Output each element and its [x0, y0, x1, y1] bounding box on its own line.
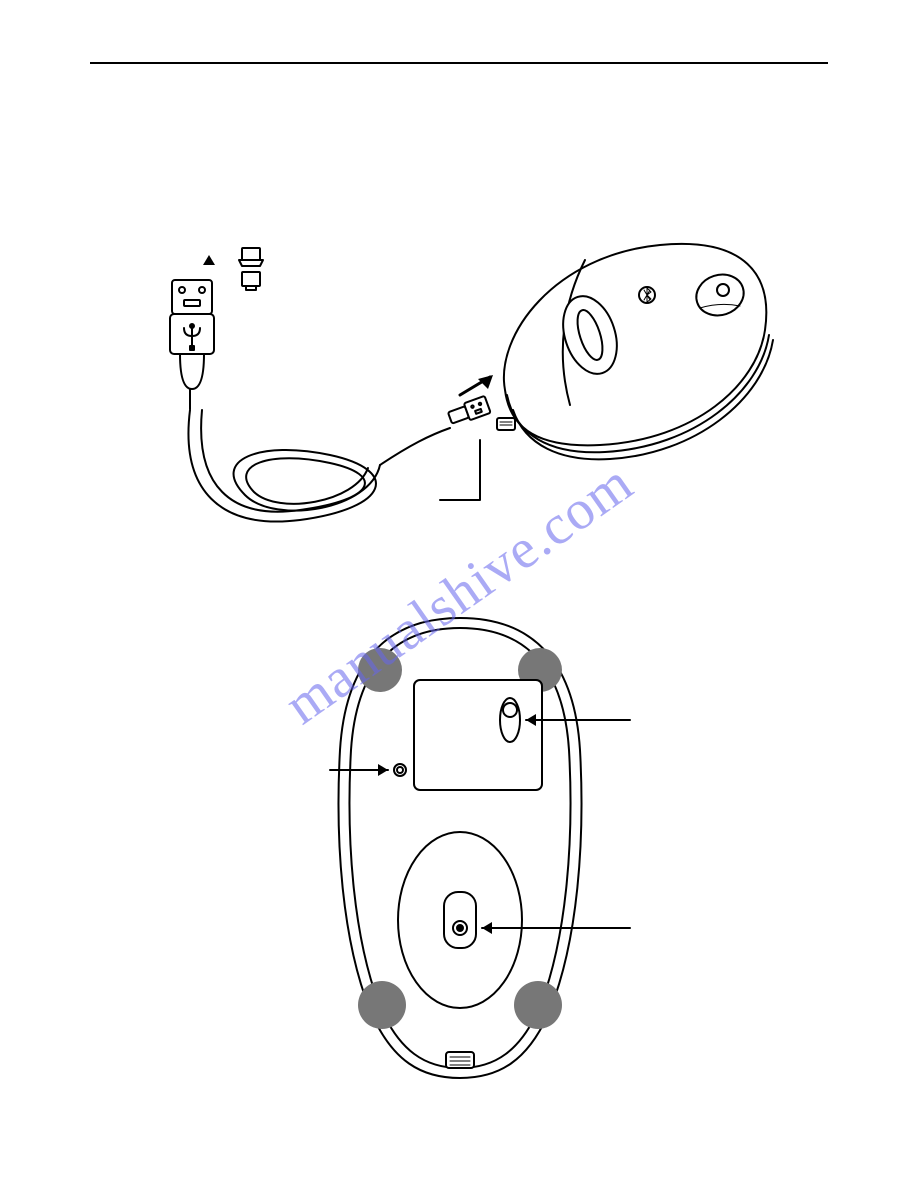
horizontal-rule-top [90, 62, 828, 64]
figure-cable-to-mouse [150, 230, 780, 560]
figure-mouse-underside [230, 610, 690, 1090]
page: manualshive.com [0, 0, 918, 1188]
